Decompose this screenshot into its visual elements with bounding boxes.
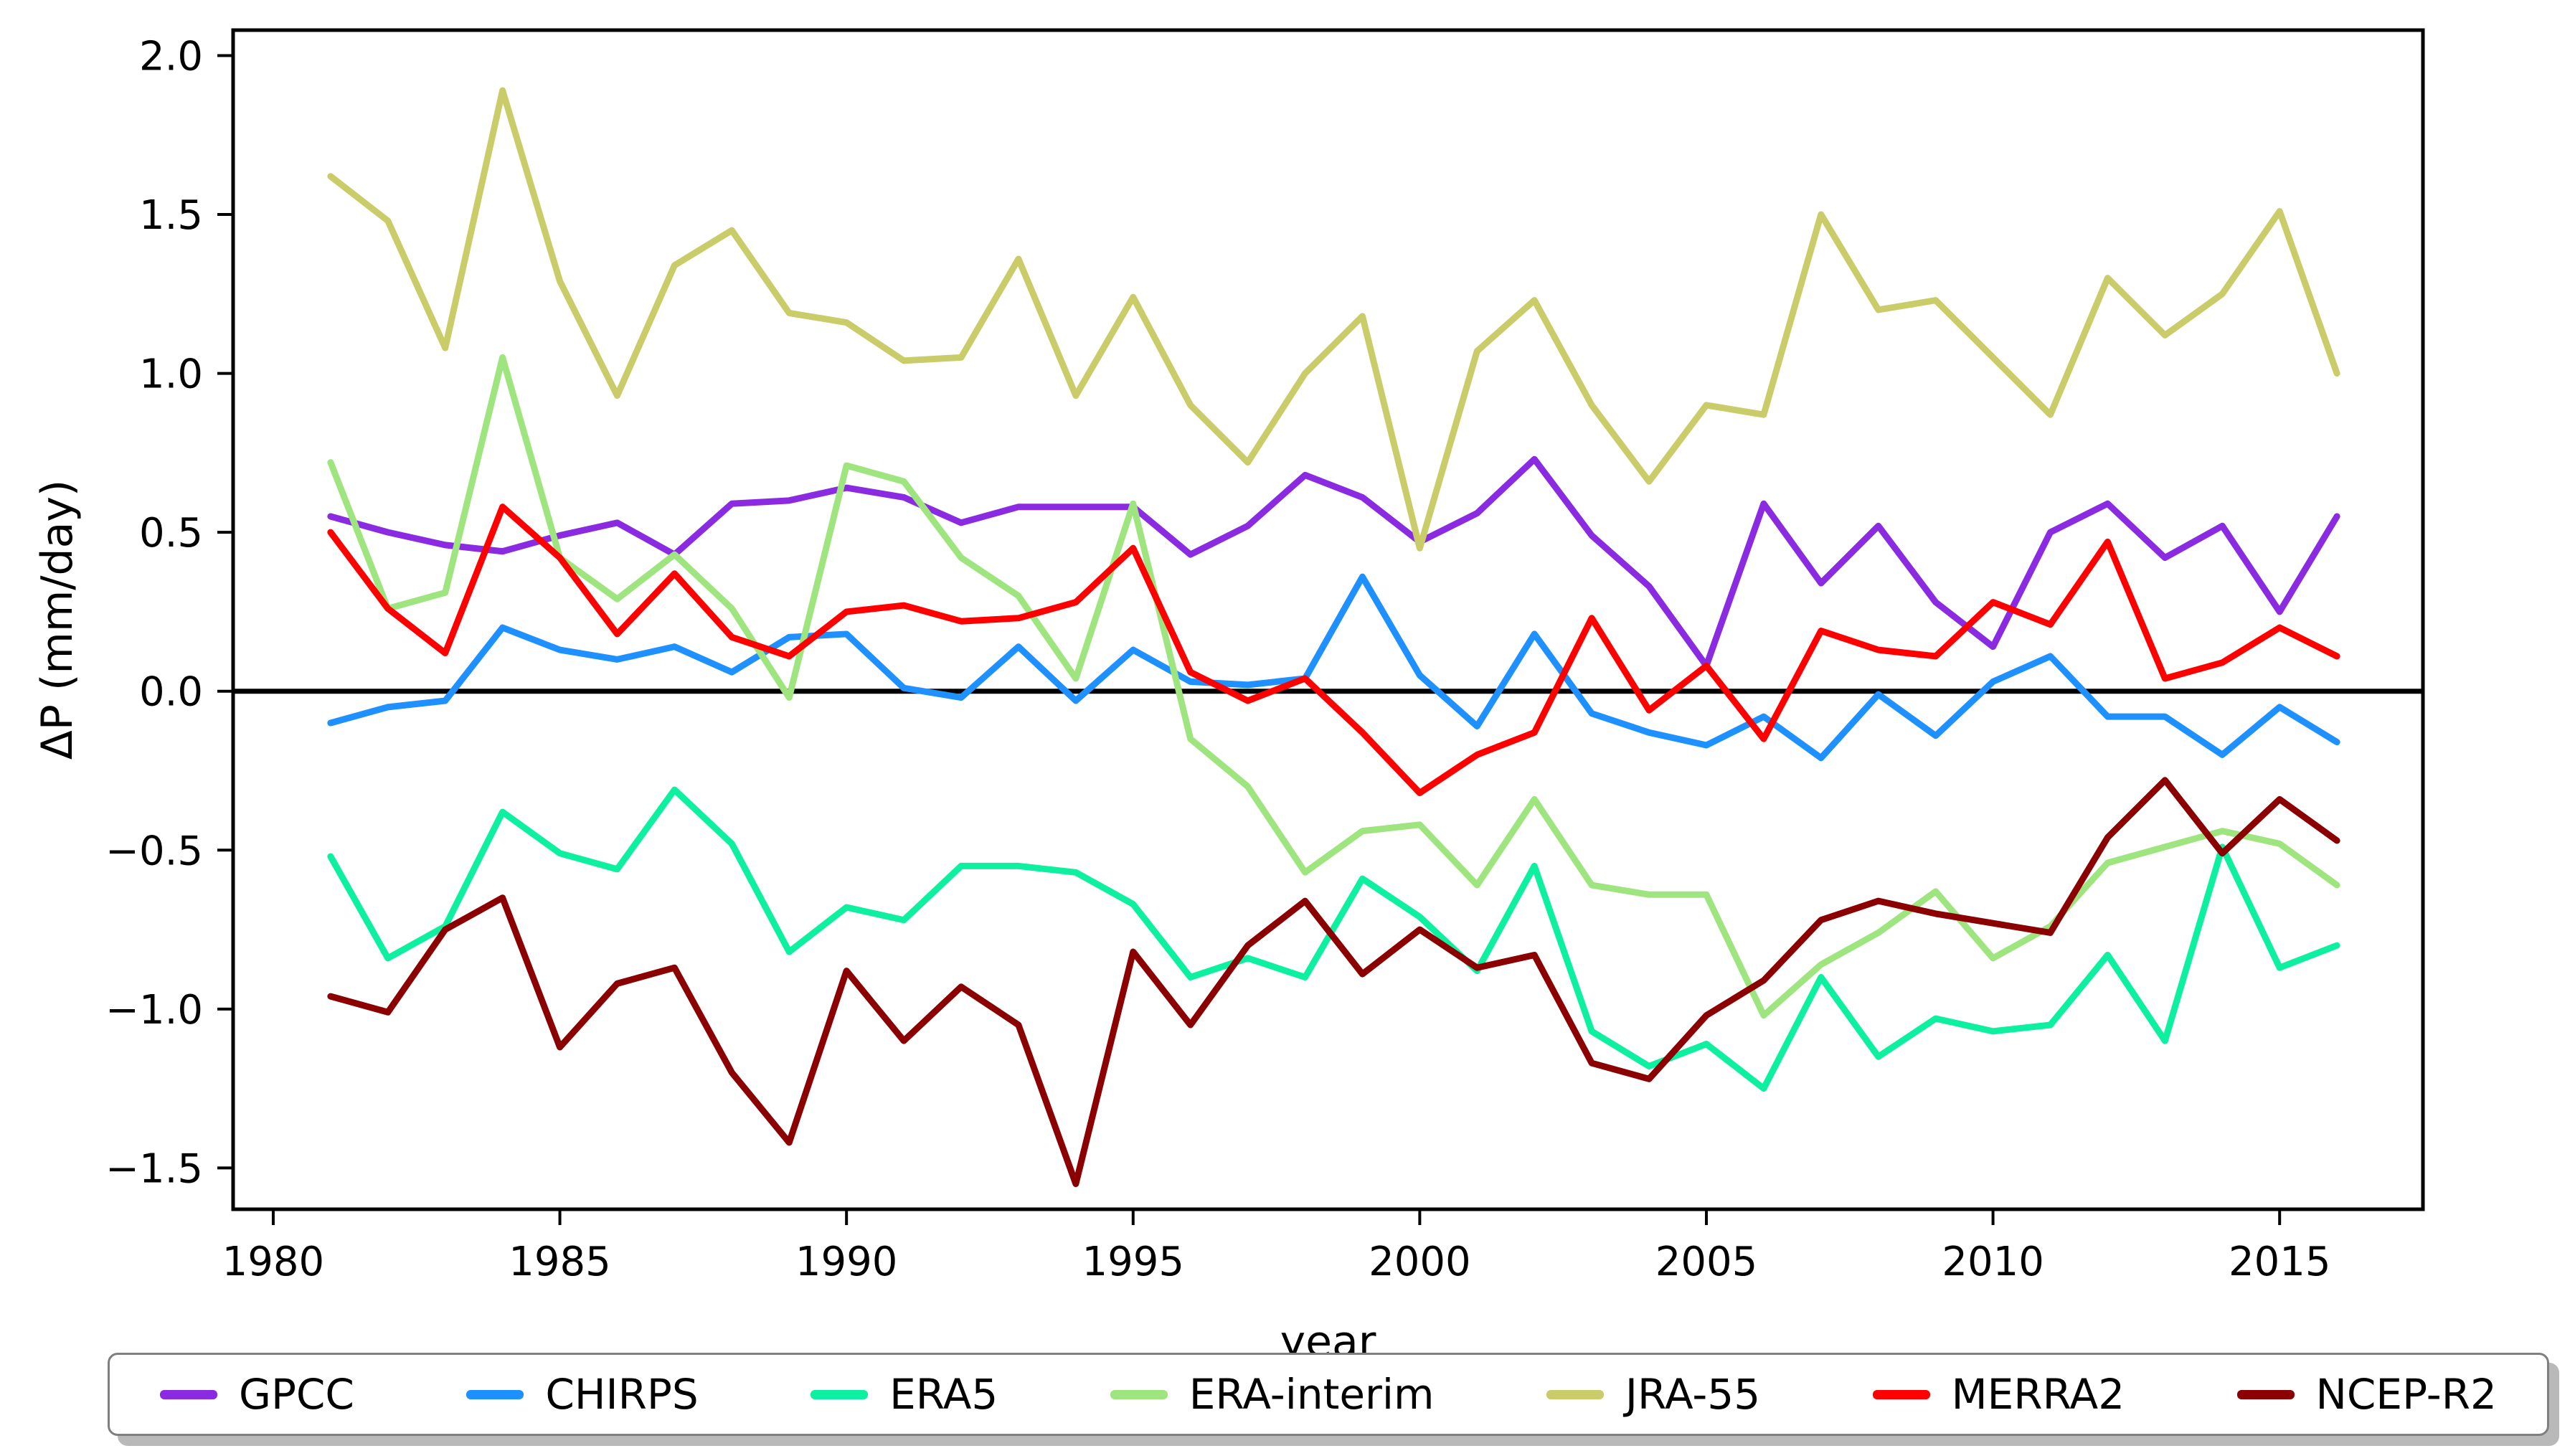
legend: GPCC CHIRPS ERA5 ERA-interim JRA-55 MERRA2 NCE…: [108, 1353, 2549, 1436]
series-line-chirps: [327, 573, 2340, 762]
y-tick-label: −0.5: [105, 828, 203, 874]
legend-item-jra-55: JRA-55: [1546, 1370, 1760, 1419]
x-tick-label: 1990: [795, 1239, 898, 1285]
legend-label-jra-55: JRA-55: [1625, 1370, 1761, 1419]
legend-item-ncep-r2: NCEP-R2: [2236, 1370, 2497, 1419]
legend-swatch-jra-55: [1546, 1389, 1604, 1399]
y-tick-label: 1.5: [139, 192, 203, 239]
y-axis-title: ΔP (mm/day): [32, 480, 82, 760]
x-tick-label: 2010: [1942, 1239, 2044, 1285]
legend-label-merra2: MERRA2: [1951, 1370, 2125, 1419]
x-tick-label: 2015: [2229, 1239, 2331, 1285]
x-tick-label: 1985: [509, 1239, 611, 1285]
legend-item-era-interim: ERA-interim: [1110, 1370, 1435, 1419]
legend-item-chirps: CHIRPS: [466, 1370, 699, 1419]
legend-swatch-era5: [811, 1389, 869, 1399]
x-tick-label: 1980: [222, 1239, 325, 1285]
y-tick-label: −1.0: [105, 987, 203, 1034]
y-tick-label: 1.0: [139, 351, 203, 398]
legend-swatch-era-interim: [1110, 1389, 1168, 1399]
legend-item-era5: ERA5: [811, 1370, 998, 1419]
legend-swatch-ncep-r2: [2236, 1389, 2295, 1399]
series-line-era-interim: [327, 354, 2340, 1019]
legend-swatch-chirps: [466, 1389, 524, 1399]
legend-label-chirps: CHIRPS: [545, 1370, 699, 1419]
legend-item-merra2: MERRA2: [1872, 1370, 2125, 1419]
y-tick-label: −1.5: [105, 1145, 203, 1192]
legend-label-gpcc: GPCC: [239, 1370, 354, 1419]
series-line-merra2: [327, 504, 2340, 797]
legend-swatch-gpcc: [160, 1389, 217, 1399]
series-line-jra-55: [327, 87, 2340, 552]
legend-label-era5: ERA5: [889, 1370, 998, 1419]
y-tick-label: 2.0: [139, 33, 203, 80]
legend-swatch-merra2: [1872, 1389, 1930, 1399]
series-line-gpcc: [327, 455, 2340, 669]
x-tick-label: 2005: [1655, 1239, 1758, 1285]
legend-label-era-interim: ERA-interim: [1189, 1370, 1435, 1419]
plot-border: [231, 28, 2425, 1211]
series-line-era5: [327, 786, 2340, 1092]
legend-item-gpcc: GPCC: [160, 1370, 354, 1419]
legend-label-ncep-r2: NCEP-R2: [2315, 1370, 2497, 1419]
x-tick-label: 2000: [1369, 1239, 1471, 1285]
x-tick-label: 1995: [1082, 1239, 1185, 1285]
y-tick-label: 0.0: [139, 669, 203, 716]
y-tick-label: 0.5: [139, 510, 203, 557]
series-line-ncep-r2: [327, 777, 2340, 1188]
